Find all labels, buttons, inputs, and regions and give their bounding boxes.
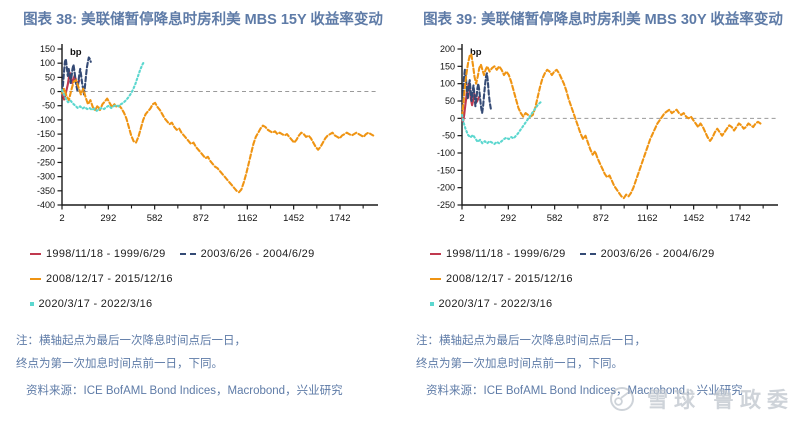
legend-entry: 2003/6/26 - 2004/6/29 <box>579 247 715 260</box>
svg-text:150: 150 <box>40 44 55 54</box>
legend-label: 2008/12/17 - 2015/12/16 <box>46 272 173 285</box>
legend-label: 2008/12/17 - 2015/12/16 <box>446 272 573 285</box>
chart-39-title: 图表 39: 美联储暂停降息时房利美 MBS 30Y 收益率变动 <box>423 12 783 28</box>
legend-row: 1998/11/18 - 1999/6/29 2003/6/26 - 2004/6… <box>430 241 792 266</box>
svg-text:292: 292 <box>100 213 116 224</box>
svg-text:1162: 1162 <box>237 213 257 224</box>
legend-entry: 2008/12/17 - 2015/12/16 <box>30 273 173 285</box>
panel-chart-38: 图表 38: 美联储暂停降息时房利美 MBS 15Y 收益率变动 150 100 5… <box>14 12 392 398</box>
legend-entry: 2020/3/17 - 2022/3/16 <box>30 298 152 310</box>
chart-39-plot: 200 150 100 50 0 -50 -100 -150 -200 -250 2 292 582 87… <box>414 37 792 239</box>
chart-39-legend: 1998/11/18 - 1999/6/29 2003/6/26 - 2004/6… <box>414 241 792 316</box>
legend-marker-icon <box>179 252 196 256</box>
legend-marker-icon <box>30 302 34 306</box>
svg-text:1742: 1742 <box>729 213 750 224</box>
svg-text:2: 2 <box>459 213 464 224</box>
legend-row: 2020/3/17 - 2022/3/16 <box>430 291 792 316</box>
legend-label: 2003/6/26 - 2004/6/29 <box>600 247 715 260</box>
svg-text:0: 0 <box>50 87 55 97</box>
note-line-2: 终点为第一次加息时间点前一日，下同。 <box>16 357 223 370</box>
legend-row: 1998/11/18 - 1999/6/29 2003/6/26 - 2004/6… <box>30 241 392 266</box>
svg-text:-50: -50 <box>442 131 455 141</box>
legend-marker-icon <box>579 252 596 256</box>
svg-text:-300: -300 <box>37 172 55 182</box>
legend-entry: 2003/6/26 - 2004/6/29 <box>179 247 315 260</box>
svg-text:50: 50 <box>445 96 455 106</box>
svg-text:1452: 1452 <box>283 213 304 224</box>
legend-row: 2008/12/17 - 2015/12/16 <box>30 266 392 291</box>
svg-text:50: 50 <box>45 73 55 83</box>
legend-label: 2020/3/17 - 2022/3/16 <box>438 297 553 310</box>
legend-row: 2020/3/17 - 2022/3/16 <box>30 291 392 316</box>
svg-text:872: 872 <box>593 213 609 224</box>
legend-label: 1998/11/18 - 1999/6/29 <box>46 247 166 260</box>
legend-marker-icon <box>30 252 41 256</box>
chart-38-source: 资料来源：ICE BofAML Bond Indices，Macrobond，兴… <box>26 385 343 398</box>
svg-text:872: 872 <box>193 213 209 224</box>
chart-38-legend: 1998/11/18 - 1999/6/29 2003/6/26 - 2004/6… <box>14 241 392 316</box>
svg-text:2: 2 <box>59 213 64 224</box>
legend-row: 2008/12/17 - 2015/12/16 <box>430 266 792 291</box>
legend-marker-icon <box>430 252 441 256</box>
chart-39-note: 注：横轴起点为最后一次降息时间点后一日， 终点为第一次加息时间点前一日，下同。 <box>414 330 792 375</box>
svg-text:100: 100 <box>40 59 55 69</box>
legend-entry: 1998/11/18 - 1999/6/29 <box>430 248 566 260</box>
note-line-1: 注：横轴起点为最后一次降息时间点后一日， <box>16 335 246 348</box>
svg-text:-150: -150 <box>37 129 55 139</box>
legend-marker-icon <box>430 277 441 281</box>
svg-text:1742: 1742 <box>329 213 350 224</box>
svg-text:-200: -200 <box>437 183 455 193</box>
note-line-2: 终点为第一次加息时间点前一日，下同。 <box>416 357 623 370</box>
svg-text:-150: -150 <box>437 166 455 176</box>
svg-text:-250: -250 <box>37 158 55 168</box>
svg-text:-200: -200 <box>37 144 55 154</box>
legend-marker-icon <box>30 277 41 281</box>
svg-text:0: 0 <box>450 114 455 124</box>
svg-text:bp: bp <box>70 47 82 58</box>
legend-entry: 2008/12/17 - 2015/12/16 <box>430 273 573 285</box>
svg-text:200: 200 <box>440 44 455 54</box>
svg-text:292: 292 <box>500 213 516 224</box>
panel-chart-39: 图表 39: 美联储暂停降息时房利美 MBS 30Y 收益率变动 200 150 1… <box>400 0 800 422</box>
svg-text:582: 582 <box>147 213 163 224</box>
note-line-1: 注：横轴起点为最后一次降息时间点后一日， <box>416 335 646 348</box>
svg-text:150: 150 <box>440 62 455 72</box>
svg-text:1452: 1452 <box>683 213 704 224</box>
legend-label: 2020/3/17 - 2022/3/16 <box>38 297 153 310</box>
legend-entry: 1998/11/18 - 1999/6/29 <box>30 248 166 260</box>
chart-38-plot: 150 100 50 0 -50 -100 -150 -200 -250 -300 -350 -400… <box>14 37 392 239</box>
chart-38-title: 图表 38: 美联储暂停降息时房利美 MBS 15Y 收益率变动 <box>23 12 383 28</box>
svg-text:100: 100 <box>440 79 455 89</box>
chart-39-source: 资料来源：ICE BofAML Bond Indices，Macrobond，兴… <box>426 385 743 398</box>
legend-label: 2003/6/26 - 2004/6/29 <box>200 247 315 260</box>
svg-text:-400: -400 <box>37 200 55 210</box>
svg-text:582: 582 <box>547 213 563 224</box>
svg-text:-100: -100 <box>37 115 55 125</box>
chart-38-note: 注：横轴起点为最后一次降息时间点后一日， 终点为第一次加息时间点前一日，下同。 <box>14 330 392 375</box>
legend-label: 1998/11/18 - 1999/6/29 <box>446 247 566 260</box>
legend-entry: 2020/3/17 - 2022/3/16 <box>430 298 552 310</box>
svg-text:-100: -100 <box>437 148 455 158</box>
svg-text:bp: bp <box>470 47 482 58</box>
svg-text:-250: -250 <box>437 200 455 210</box>
svg-text:-350: -350 <box>37 186 55 196</box>
svg-text:-50: -50 <box>42 101 55 111</box>
svg-text:1162: 1162 <box>637 213 657 224</box>
legend-marker-icon <box>430 302 434 306</box>
